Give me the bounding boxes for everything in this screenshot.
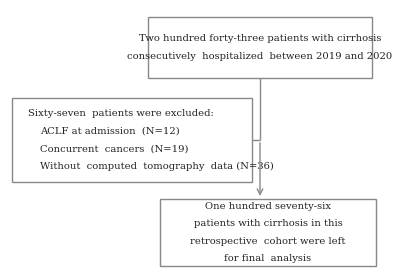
Text: Two hundred forty-three patients with cirrhosis: Two hundred forty-three patients with ci…	[139, 34, 381, 43]
Text: ACLF at admission  (N=12): ACLF at admission (N=12)	[40, 127, 180, 136]
Text: patients with cirrhosis in this: patients with cirrhosis in this	[194, 219, 342, 228]
Text: One hundred seventy-six: One hundred seventy-six	[205, 202, 331, 211]
FancyBboxPatch shape	[148, 17, 372, 78]
FancyBboxPatch shape	[160, 199, 376, 266]
Text: Without  computed  tomography  data (N=36): Without computed tomography data (N=36)	[40, 162, 274, 171]
Text: retrospective  cohort were left: retrospective cohort were left	[190, 237, 346, 246]
Text: Concurrent  cancers  (N=19): Concurrent cancers (N=19)	[40, 144, 188, 153]
Text: consecutively  hospitalized  between 2019 and 2020: consecutively hospitalized between 2019 …	[127, 52, 393, 61]
Text: Sixty-seven  patients were excluded:: Sixty-seven patients were excluded:	[28, 109, 214, 118]
FancyBboxPatch shape	[12, 98, 252, 182]
Text: for final  analysis: for final analysis	[224, 254, 312, 263]
